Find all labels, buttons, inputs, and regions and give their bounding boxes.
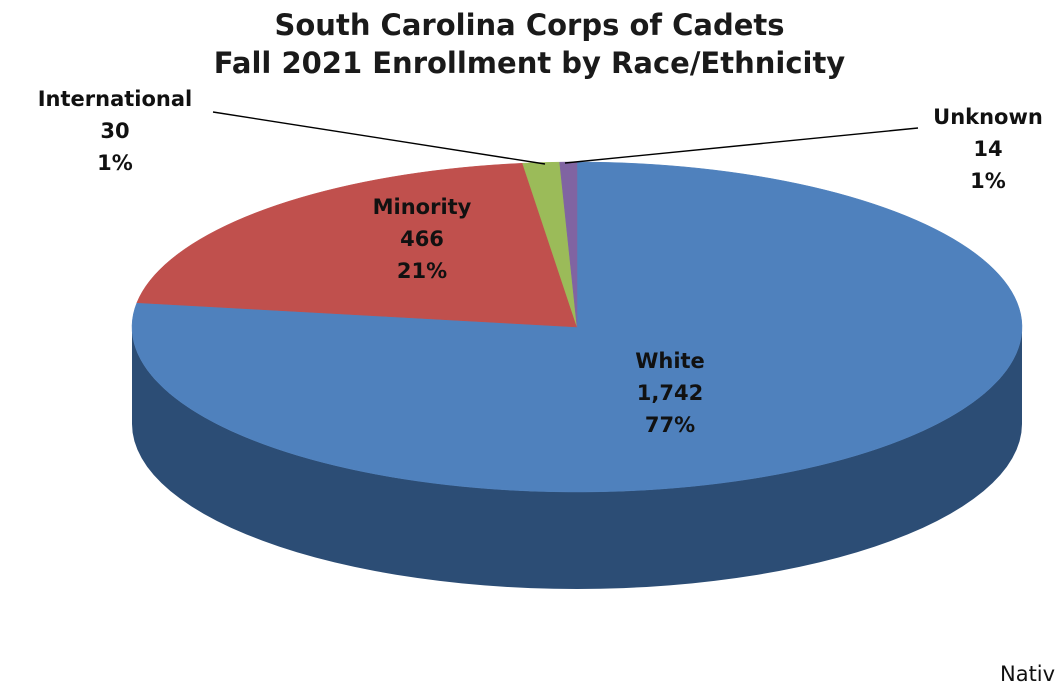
leader-lines xyxy=(212,111,919,165)
data-label-unknown: Unknown 14 1% xyxy=(933,105,1043,193)
leader-line-international xyxy=(212,111,546,165)
label-category-name-white: White xyxy=(635,349,705,373)
label-count-white: 1,742 xyxy=(637,381,703,405)
slice-minority xyxy=(136,162,578,328)
label-category-name-minority: Minority xyxy=(373,195,472,219)
data-label-minority: Minority 466 21% xyxy=(373,195,472,283)
pie-tops xyxy=(131,161,1023,493)
data-label-international: International 30 1% xyxy=(38,87,193,175)
label-percent-minority: 21% xyxy=(397,259,447,283)
data-label-white: White 1,742 77% xyxy=(635,349,705,437)
label-category-name-international: International xyxy=(38,87,193,111)
label-count-international: 30 xyxy=(100,119,129,143)
chart-title: South Carolina Corps of Cadets Fall 2021… xyxy=(0,6,1059,82)
data-labels: White 1,742 77% Minority 466 21% International… xyxy=(38,87,1043,437)
label-percent-unknown: 1% xyxy=(970,169,1006,193)
label-category-name-unknown: Unknown xyxy=(933,105,1043,129)
label-percent-international: 1% xyxy=(97,151,133,175)
truncated-category-label: Nativ xyxy=(1000,662,1056,686)
pie-sides xyxy=(132,327,1022,589)
leader-line-unknown xyxy=(564,127,919,164)
slice-side-white xyxy=(132,327,1022,589)
chart-title-line-2: Fall 2021 Enrollment by Race/Ethnicity xyxy=(213,46,846,80)
chart-title-line-1: South Carolina Corps of Cadets xyxy=(274,8,785,42)
label-count-minority: 466 xyxy=(400,227,444,251)
label-percent-white: 77% xyxy=(645,413,695,437)
label-count-unknown: 14 xyxy=(973,137,1002,161)
